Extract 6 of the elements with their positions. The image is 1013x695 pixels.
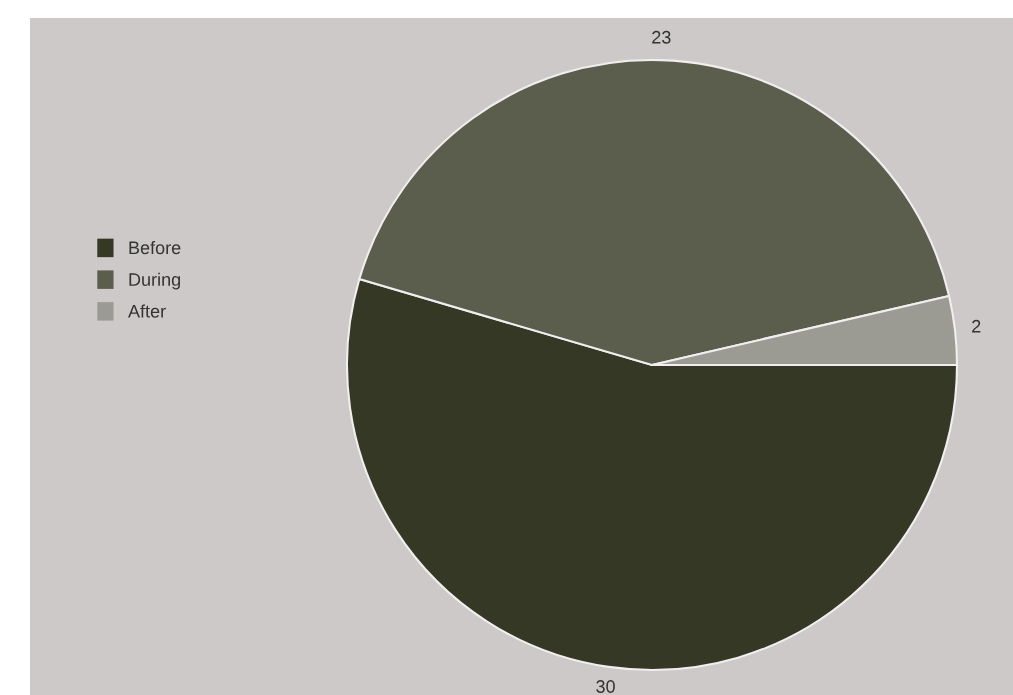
data-label: 23 bbox=[652, 30, 671, 44]
data-label: 2 bbox=[972, 319, 981, 333]
data-label: 30 bbox=[596, 680, 615, 693]
legend-label: After bbox=[128, 304, 166, 318]
legend-label: Before bbox=[129, 240, 181, 255]
legend-label: During bbox=[129, 272, 181, 290]
